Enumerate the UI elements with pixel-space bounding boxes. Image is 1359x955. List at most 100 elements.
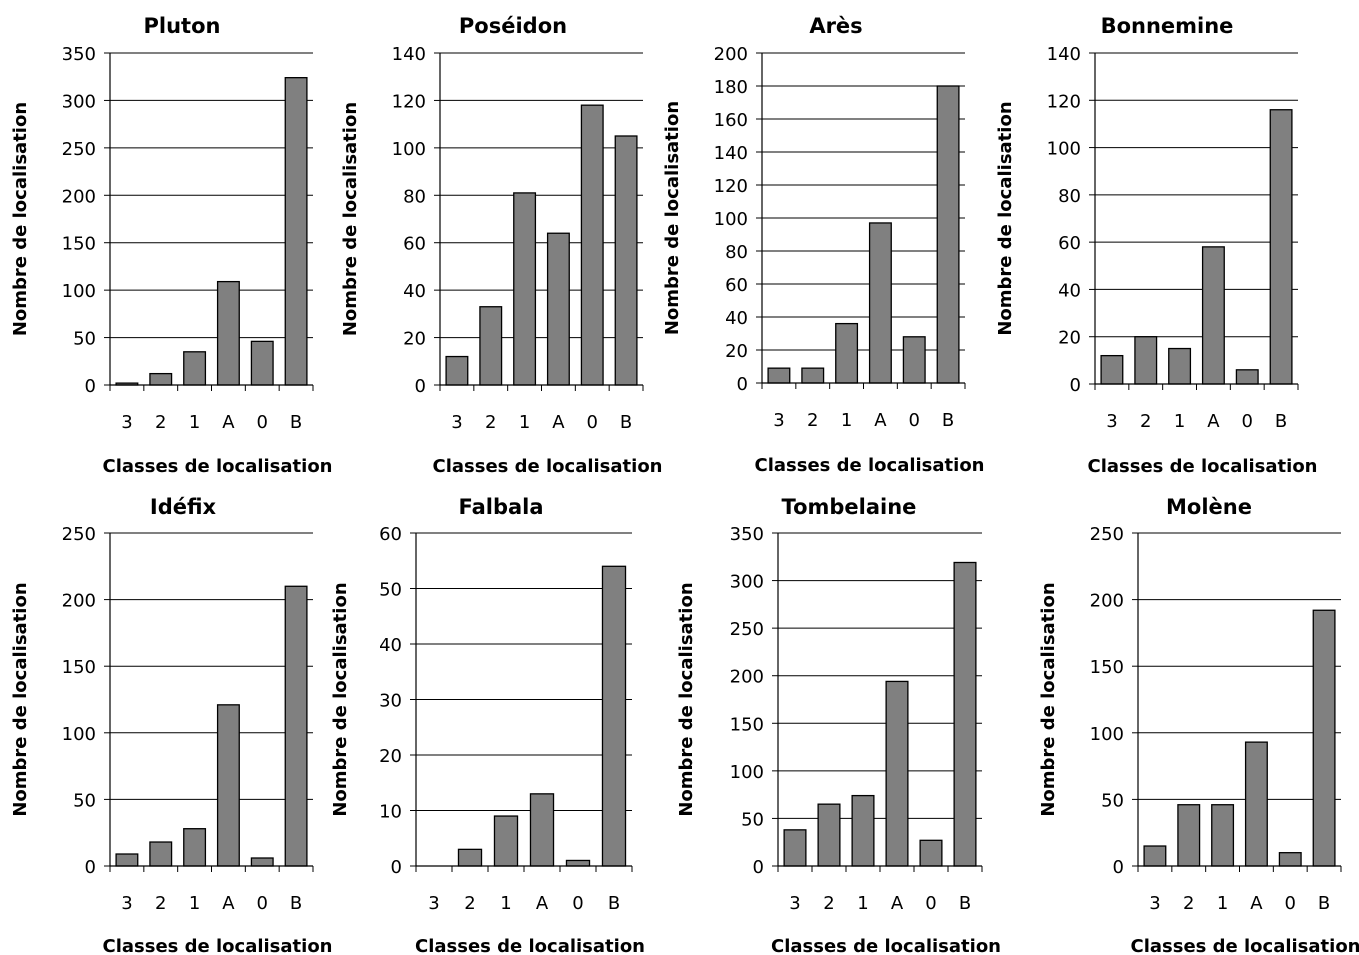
y-tick-label: 60 [379, 524, 402, 545]
y-tick-label: 30 [379, 691, 402, 712]
y-tick-label: 0 [391, 857, 402, 878]
x-axis-label: Classes de localisation [102, 936, 332, 955]
y-tick-label: 50 [741, 809, 764, 830]
y-tick-label: 40 [1058, 280, 1081, 301]
y-tick-label: 100 [714, 209, 748, 230]
x-tick-label: 1 [841, 410, 852, 431]
y-axis-label: Nombre de localisation [10, 102, 31, 336]
x-tick-label: B [942, 410, 954, 431]
y-tick-label: 0 [85, 857, 96, 878]
y-tick-label: 60 [1058, 233, 1081, 254]
x-axis-label: Classes de localisation [102, 456, 332, 477]
x-tick-label: A [536, 893, 549, 914]
x-tick-label: 2 [823, 893, 834, 914]
chart-title: Poséidon [459, 14, 567, 38]
y-tick-label: 250 [62, 139, 96, 160]
x-tick-label: 2 [1183, 893, 1194, 914]
x-tick-label: 1 [500, 893, 511, 914]
x-tick-label: 2 [1140, 411, 1151, 432]
x-axis-label: Classes de localisation [771, 936, 1001, 955]
y-tick-label: 50 [1101, 790, 1124, 811]
y-tick-label: 100 [62, 724, 96, 745]
bar-B [1312, 609, 1336, 867]
x-tick-label: 2 [155, 412, 166, 433]
y-tick-label: 0 [85, 376, 96, 397]
x-tick-label: A [1250, 893, 1263, 914]
x-tick-label: A [222, 412, 235, 433]
x-tick-label: A [891, 893, 904, 914]
x-tick-label: 1 [857, 893, 868, 914]
chart-title: Pluton [144, 14, 221, 38]
y-tick-label: 160 [714, 110, 748, 131]
y-tick-label: 60 [725, 275, 748, 296]
y-axis-label: Nombre de localisation [676, 582, 697, 816]
y-tick-label: 10 [379, 802, 402, 823]
x-tick-label: 1 [1174, 411, 1185, 432]
y-tick-label: 120 [1047, 91, 1081, 112]
y-tick-label: 250 [730, 619, 764, 640]
y-tick-label: 140 [1047, 44, 1081, 65]
x-tick-label: 1 [189, 893, 200, 914]
x-tick-label: 0 [257, 893, 268, 914]
y-tick-label: 200 [62, 186, 96, 207]
x-tick-label: B [1318, 893, 1330, 914]
x-tick-label: B [1275, 411, 1287, 432]
x-tick-label: 2 [807, 410, 818, 431]
y-tick-label: 120 [714, 176, 748, 197]
x-tick-label: 0 [587, 412, 598, 433]
y-tick-label: 200 [714, 44, 748, 65]
x-tick-label: B [959, 893, 971, 914]
chart-title: Idéfix [150, 495, 217, 519]
y-tick-label: 150 [1090, 657, 1124, 678]
y-tick-label: 20 [379, 746, 402, 767]
x-tick-label: A [222, 893, 235, 914]
y-tick-label: 100 [1090, 724, 1124, 745]
y-tick-label: 300 [62, 91, 96, 112]
x-tick-label: 0 [257, 412, 268, 433]
y-tick-label: 80 [1058, 186, 1081, 207]
bar-3 [1143, 845, 1167, 867]
y-axis-label: Nombre de localisation [330, 582, 351, 816]
chart-title: Bonnemine [1101, 14, 1234, 38]
y-tick-label: 20 [1058, 328, 1081, 349]
y-tick-label: 80 [403, 186, 426, 207]
y-tick-label: 0 [1070, 375, 1081, 396]
y-tick-label: 200 [62, 591, 96, 612]
y-tick-label: 250 [1090, 524, 1124, 545]
x-axis-label: Classes de localisation [1130, 936, 1359, 955]
y-tick-label: 50 [379, 580, 402, 601]
y-tick-label: 100 [62, 281, 96, 302]
y-tick-label: 100 [1047, 139, 1081, 160]
y-axis-label: Nombre de localisation [995, 101, 1016, 335]
y-axis-label: Nombre de localisation [662, 101, 683, 335]
y-tick-label: 80 [725, 242, 748, 263]
x-tick-label: 0 [1242, 411, 1253, 432]
x-tick-label: 3 [773, 410, 784, 431]
x-axis-label: Classes de localisation [432, 456, 662, 477]
y-axis-label: Nombre de localisation [340, 102, 361, 336]
y-tick-label: 60 [403, 234, 426, 255]
y-tick-label: 120 [392, 91, 426, 112]
y-tick-label: 50 [73, 329, 96, 350]
x-tick-label: 0 [925, 893, 936, 914]
x-tick-label: 3 [1106, 411, 1117, 432]
x-tick-label: B [620, 412, 632, 433]
x-tick-label: B [290, 893, 302, 914]
y-tick-label: 140 [714, 143, 748, 164]
x-tick-label: B [608, 893, 620, 914]
bar-0 [1278, 852, 1302, 867]
x-axis-label: Classes de localisation [1087, 456, 1317, 477]
y-tick-label: 100 [730, 762, 764, 783]
x-tick-label: 1 [519, 412, 530, 433]
y-tick-label: 100 [392, 139, 426, 160]
x-axis-label: Classes de localisation [415, 936, 645, 955]
x-tick-label: A [874, 410, 887, 431]
y-tick-label: 40 [725, 308, 748, 329]
x-tick-label: 0 [572, 893, 583, 914]
y-tick-label: 300 [730, 572, 764, 593]
y-tick-label: 50 [73, 790, 96, 811]
